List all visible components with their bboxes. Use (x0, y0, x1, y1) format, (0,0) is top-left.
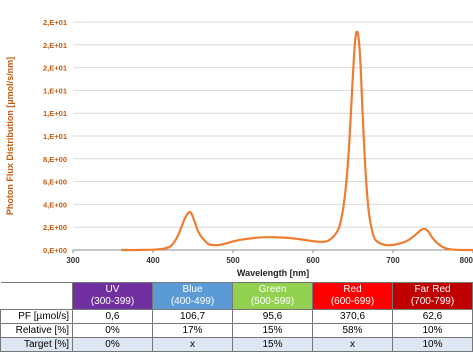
row-label: Relative [%] (0, 323, 73, 338)
row-label: Target [%] (0, 337, 73, 352)
band-summary-table: UV (300-399) Blue (400-499) Green (500-599)… (0, 282, 473, 352)
x-tick-label: 500 (226, 256, 240, 265)
y-tick-label: 1,E+01 (43, 132, 67, 141)
x-tick-label: 400 (146, 256, 160, 265)
table-header-row: UV (300-399) Blue (400-499) Green (500-599)… (0, 282, 473, 310)
table-cell: 370,6 (312, 309, 393, 324)
y-axis-label: Photon Flux Distribution [µmol/s/nm] (5, 57, 15, 215)
table-cell: 58% (312, 323, 393, 338)
table-cell: 0,6 (72, 309, 153, 324)
band-range: (600-699) (330, 296, 375, 307)
table-cell: 106,7 (152, 309, 233, 324)
band-header-uv: UV (300-399) (72, 282, 153, 310)
x-tick-label: 300 (66, 256, 80, 265)
table-row: Relative [%] 0% 17% 15% 58% 10% (0, 323, 473, 338)
table-cell: x (152, 337, 233, 352)
y-tick-label: 8,E+00 (43, 155, 67, 164)
band-range: (700-799) (410, 296, 455, 307)
x-tick-label: 600 (306, 256, 320, 265)
x-axis-label: Wavelength [nm] (237, 268, 309, 278)
table-cell: 62,6 (392, 309, 473, 324)
x-tick-labels: 300 400 500 600 700 800 (66, 256, 473, 265)
y-tick-label: 1,E+01 (43, 86, 67, 95)
band-name: Far Red (414, 284, 451, 295)
table-row: Target [%] 0% x 15% x 10% (0, 337, 473, 352)
band-name: Red (343, 284, 362, 295)
table-cell: 10% (392, 337, 473, 352)
y-tick-labels: 0,E+00 2,E+00 4,E+00 6,E+00 8,E+00 1,E+01 1,E+… (43, 18, 67, 255)
x-tick-label: 700 (386, 256, 400, 265)
band-name: Blue (182, 284, 203, 295)
gridlines (72, 21, 473, 253)
y-tick-label: 1,E+01 (43, 109, 67, 118)
table-cell: 0% (72, 337, 153, 352)
band-header-far-red: Far Red (700-799) (392, 282, 473, 310)
band-header-red: Red (600-699) (312, 282, 393, 310)
x-tick-label: 800 (460, 256, 473, 265)
table-corner-cell (0, 282, 73, 310)
band-header-green: Green (500-599) (232, 282, 313, 310)
table-cell: 15% (232, 323, 313, 338)
table-row: PF [µmol/s] 0,6 106,7 95,6 370,6 62,6 (0, 309, 473, 324)
band-range: (300-399) (90, 296, 135, 307)
y-tick-label: 2,E+00 (43, 223, 67, 232)
y-tick-label: 4,E+00 (43, 200, 67, 209)
table-cell: 95,6 (232, 309, 313, 324)
series-lines (120, 30, 473, 252)
y-tick-label: 2,E+01 (43, 18, 67, 27)
table-cell: 0% (72, 323, 153, 338)
band-name: Green (258, 284, 287, 295)
y-tick-label: 6,E+00 (43, 178, 67, 187)
row-label: PF [µmol/s] (0, 309, 73, 324)
series-line (120, 30, 473, 252)
table-cell: 15% (232, 337, 313, 352)
y-tick-label: 0,E+00 (43, 246, 67, 255)
spectral-chart: 0,E+00 2,E+00 4,E+00 6,E+00 8,E+00 1,E+01 1,E+… (5, 18, 473, 278)
band-range: (400-499) (170, 296, 215, 307)
y-tick-label: 2,E+01 (43, 64, 67, 73)
band-header-blue: Blue (400-499) (152, 282, 233, 310)
table-cell: x (312, 337, 393, 352)
table-cell: 10% (392, 323, 473, 338)
y-tick-label: 2,E+01 (43, 41, 67, 50)
table-cell: 17% (152, 323, 233, 338)
band-name: UV (105, 284, 120, 295)
band-range: (500-599) (250, 296, 295, 307)
